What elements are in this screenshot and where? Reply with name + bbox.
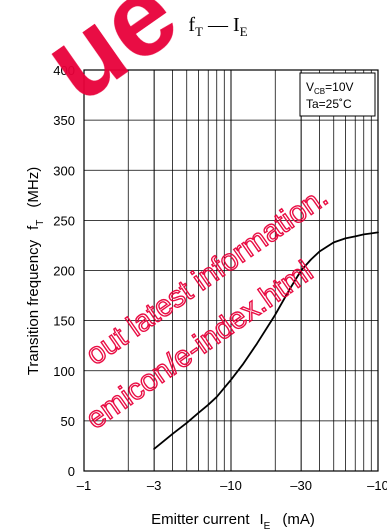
grid-layer — [84, 70, 378, 471]
watermark-line-1: ue — [23, 0, 199, 125]
x-axis-label-symbol: I — [260, 511, 264, 528]
y-axis-label-unit: (MHz) — [25, 167, 42, 208]
series-layer — [153, 231, 379, 450]
conditions-line-1: VCB=10V — [306, 80, 354, 96]
title-left: f — [188, 14, 195, 36]
x-tick-label: –10 — [367, 478, 387, 493]
y-tick-label: 50 — [61, 414, 75, 429]
conditions-line-1-value: =10V — [325, 80, 353, 94]
x-tick-label: –1 — [77, 478, 91, 493]
tick-layer: 0 50 100 150 200 250 300 350 400 –1 –3 –10 –30 –10 — [53, 63, 387, 493]
title-right: I — [233, 14, 240, 36]
y-axis-label-text: Transition frequency — [25, 239, 42, 375]
x-axis-label-symbol-sub: E — [264, 521, 271, 531]
conditions-box-background — [299, 72, 376, 117]
x-tick-label: –30 — [290, 478, 312, 493]
y-tick-label: 350 — [53, 113, 75, 128]
y-tick-label: 0 — [68, 464, 75, 479]
x-axis-label-text: Emitter current — [151, 511, 250, 528]
title-dash: — — [207, 14, 229, 36]
conditions-box: VCB=10V Ta=25˚C — [299, 72, 376, 117]
conditions-line-1-prefix: V — [306, 80, 314, 94]
series-line — [153, 231, 379, 450]
y-axis-label: Transition frequency fT (MHz) — [25, 167, 46, 375]
y-tick-label: 400 — [53, 63, 75, 78]
chart-title: fT — IE — [188, 14, 247, 39]
conditions-line-1-sub: CB — [314, 87, 325, 96]
y-tick-label: 200 — [53, 264, 75, 279]
y-tick-label: 150 — [53, 314, 75, 329]
y-tick-label: 100 — [53, 364, 75, 379]
x-tick-label: –3 — [147, 478, 161, 493]
x-axis-label: Emitter current IE (mA) — [151, 511, 315, 531]
y-tick-label: 250 — [53, 213, 75, 228]
x-axis-label-unit: (mA) — [282, 511, 315, 528]
y-axis-label-symbol: f — [25, 225, 42, 230]
title-left-sub: T — [195, 24, 203, 39]
title-right-sub: E — [240, 24, 248, 39]
x-tick-label: –10 — [220, 478, 242, 493]
y-axis-label-symbol-sub: T — [35, 220, 46, 226]
y-tick-label: 300 — [53, 163, 75, 178]
plot-frame — [83, 69, 379, 472]
conditions-line-2: Ta=25˚C — [306, 97, 352, 111]
